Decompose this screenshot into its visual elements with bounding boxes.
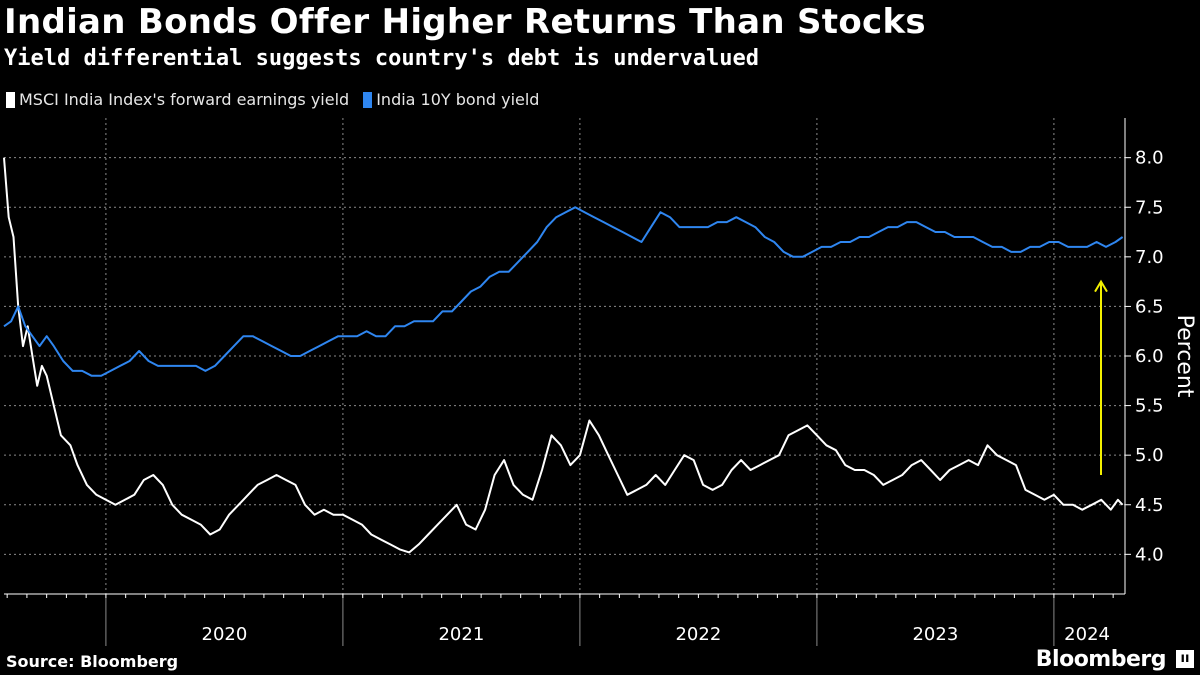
- x-tick-label-2024: 2024: [1064, 624, 1110, 645]
- axes: 4.0 4.5 5.0 5.5 6.0 6.5 7.0 7.5 8.0 2020 2021 2022 2…: [4, 118, 1164, 646]
- y-tick-label-7.5: 7.5: [1135, 197, 1164, 218]
- grid-lines: [4, 118, 1125, 594]
- series-lines: [3, 157, 1124, 554]
- series-line-bond: [3, 206, 1124, 377]
- x-tick-label-2021: 2021: [438, 624, 484, 645]
- y-tick-label-4.0: 4.0: [1135, 544, 1164, 565]
- brand-logo: Bloomberg: [1035, 647, 1167, 672]
- brand-mark-icon: ıı: [1176, 650, 1194, 668]
- y-tick-label-6.0: 6.0: [1135, 346, 1164, 367]
- x-tick-label-2022: 2022: [675, 624, 721, 645]
- legend-item-bond: India 10Y bond yield: [363, 90, 539, 109]
- annotations: [1094, 279, 1108, 475]
- x-tick-label-2023: 2023: [912, 624, 958, 645]
- source-note: Source: Bloomberg: [6, 652, 179, 671]
- chart-legend: MSCI India Index's forward earnings yiel…: [6, 90, 539, 109]
- y-tick-label-8.0: 8.0: [1135, 148, 1164, 169]
- y-tick-label-4.5: 4.5: [1135, 495, 1164, 516]
- legend-label-msci: MSCI India Index's forward earnings yiel…: [19, 90, 350, 109]
- series-line-msci: [3, 157, 1124, 554]
- y-tick-label-6.5: 6.5: [1135, 296, 1164, 317]
- y-axis-label: Percent: [1172, 315, 1197, 398]
- y-tick-label-7.0: 7.0: [1135, 247, 1164, 268]
- legend-swatch-bond: [363, 91, 373, 108]
- y-tick-label-5.5: 5.5: [1135, 396, 1164, 417]
- chart-subtitle: Yield differential suggests country's de…: [4, 46, 759, 71]
- y-tick-label-5.0: 5.0: [1135, 445, 1164, 466]
- legend-label-bond: India 10Y bond yield: [376, 90, 540, 109]
- yield-gap-arrow-head: [1094, 279, 1108, 293]
- x-tick-label-2020: 2020: [202, 624, 248, 645]
- legend-swatch-msci: [6, 91, 15, 108]
- chart-title: Indian Bonds Offer Higher Returns Than S…: [4, 2, 926, 42]
- legend-item-msci: MSCI India Index's forward earnings yiel…: [6, 90, 349, 109]
